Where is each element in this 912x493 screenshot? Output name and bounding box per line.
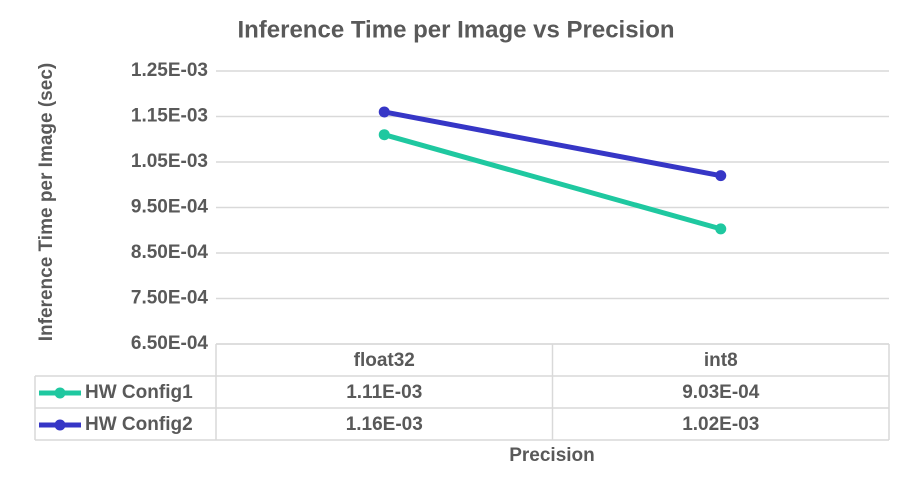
data-point [378, 106, 390, 118]
y-tick-label: 1.05E-03 [131, 151, 208, 172]
legend-key-marker [54, 387, 66, 399]
table-value: 1.11E-03 [346, 382, 422, 403]
series-line [383, 109, 722, 179]
y-tick-label: 9.50E-04 [131, 197, 209, 218]
table-value: 1.16E-03 [346, 414, 423, 435]
y-tick-label: 7.50E-04 [131, 288, 209, 309]
legend-label: HW Config2 [85, 414, 193, 435]
y-tick-label: 6.50E-04 [131, 333, 209, 354]
legend-label: HW Config1 [85, 382, 193, 403]
data-point [715, 223, 727, 235]
chart-title: Inference Time per Image vs Precision [237, 16, 674, 43]
y-tick-label: 1.15E-03 [131, 106, 208, 127]
series-line [383, 132, 722, 232]
y-tick-label: 1.25E-03 [131, 60, 208, 81]
x-axis-title: Precision [509, 445, 595, 466]
table-value: 9.03E-04 [682, 382, 760, 403]
x-tick-label: float32 [354, 350, 415, 371]
legend-key-marker [54, 419, 66, 431]
x-tick-label: int8 [704, 350, 738, 371]
y-axis-title: Inference Time per Image (sec) [36, 63, 57, 341]
y-tick-label: 8.50E-04 [131, 242, 209, 263]
data-point [715, 170, 727, 182]
table-value: 1.02E-03 [682, 414, 759, 435]
data-point [378, 129, 390, 141]
